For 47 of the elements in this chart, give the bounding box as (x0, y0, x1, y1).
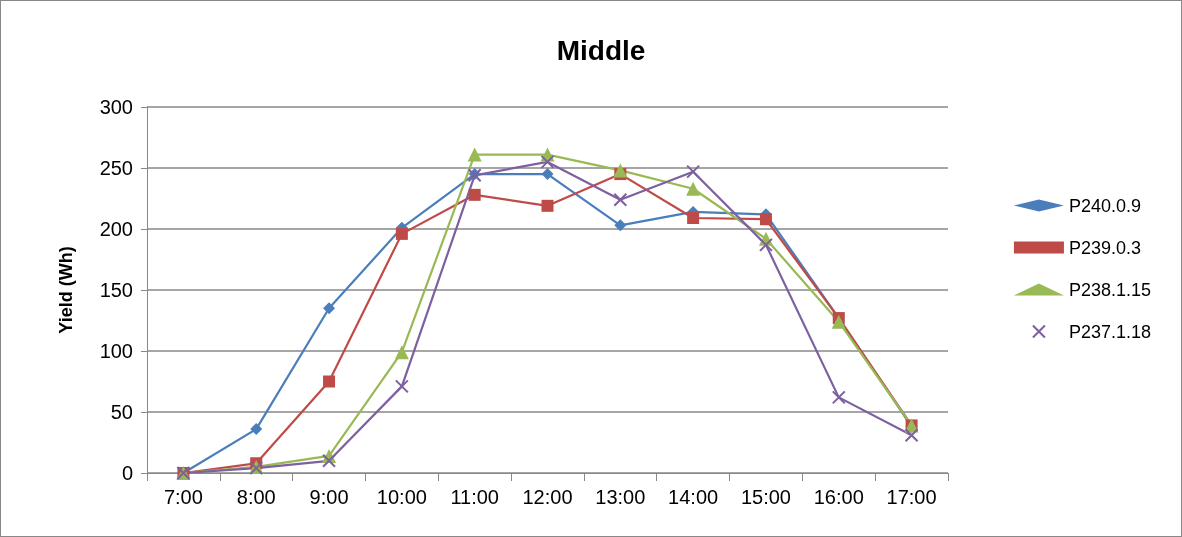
legend-label: P238.1.15 (1068, 279, 1152, 300)
x-tick-label: 9:00 (309, 486, 349, 508)
point (686, 164, 701, 179)
point (541, 168, 554, 181)
chart-title: Middle (556, 34, 646, 66)
point (541, 199, 554, 212)
point (323, 375, 336, 388)
point (395, 227, 408, 240)
x-tick-label: 8:00 (236, 486, 276, 508)
point (394, 345, 409, 360)
point (540, 154, 555, 169)
point (759, 213, 772, 226)
point (250, 423, 263, 436)
point (323, 302, 336, 315)
x-tick-label: 7:00 (163, 486, 203, 508)
x-tick-label: 15:00 (740, 486, 791, 508)
point (467, 147, 482, 162)
y-tick-label: 100 (99, 340, 133, 362)
x-tick-label: 11:00 (450, 486, 499, 508)
x-tick-label: 12:00 (522, 486, 573, 508)
y-tick-label: 150 (99, 279, 133, 301)
point (614, 219, 627, 232)
x-tick-label: 17:00 (886, 486, 937, 508)
point (758, 237, 773, 252)
y-tick-label: 300 (99, 96, 133, 118)
y-tick-label: 50 (110, 401, 133, 423)
legend-label: P239.0.3 (1068, 237, 1141, 258)
x-tick-label: 14:00 (668, 486, 719, 508)
legend-label: P240.0.9 (1068, 195, 1141, 216)
point (613, 192, 628, 207)
y-axis-title: Yield (Wh) (56, 246, 76, 334)
point (687, 212, 700, 225)
x-tick-label: 16:00 (813, 486, 864, 508)
point (831, 314, 846, 329)
y-tick-label: 0 (121, 462, 133, 484)
point (613, 163, 628, 178)
legend-label: P237.1.18 (1068, 321, 1152, 342)
x-tick-label: 10:00 (376, 486, 427, 508)
point (468, 188, 481, 201)
point (322, 453, 337, 468)
point (904, 428, 919, 443)
point (394, 379, 409, 394)
x-tick-label: 13:00 (595, 486, 646, 508)
y-tick-label: 200 (99, 218, 133, 240)
y-tick-label: 250 (99, 157, 133, 179)
point (831, 390, 846, 405)
point (686, 181, 701, 196)
